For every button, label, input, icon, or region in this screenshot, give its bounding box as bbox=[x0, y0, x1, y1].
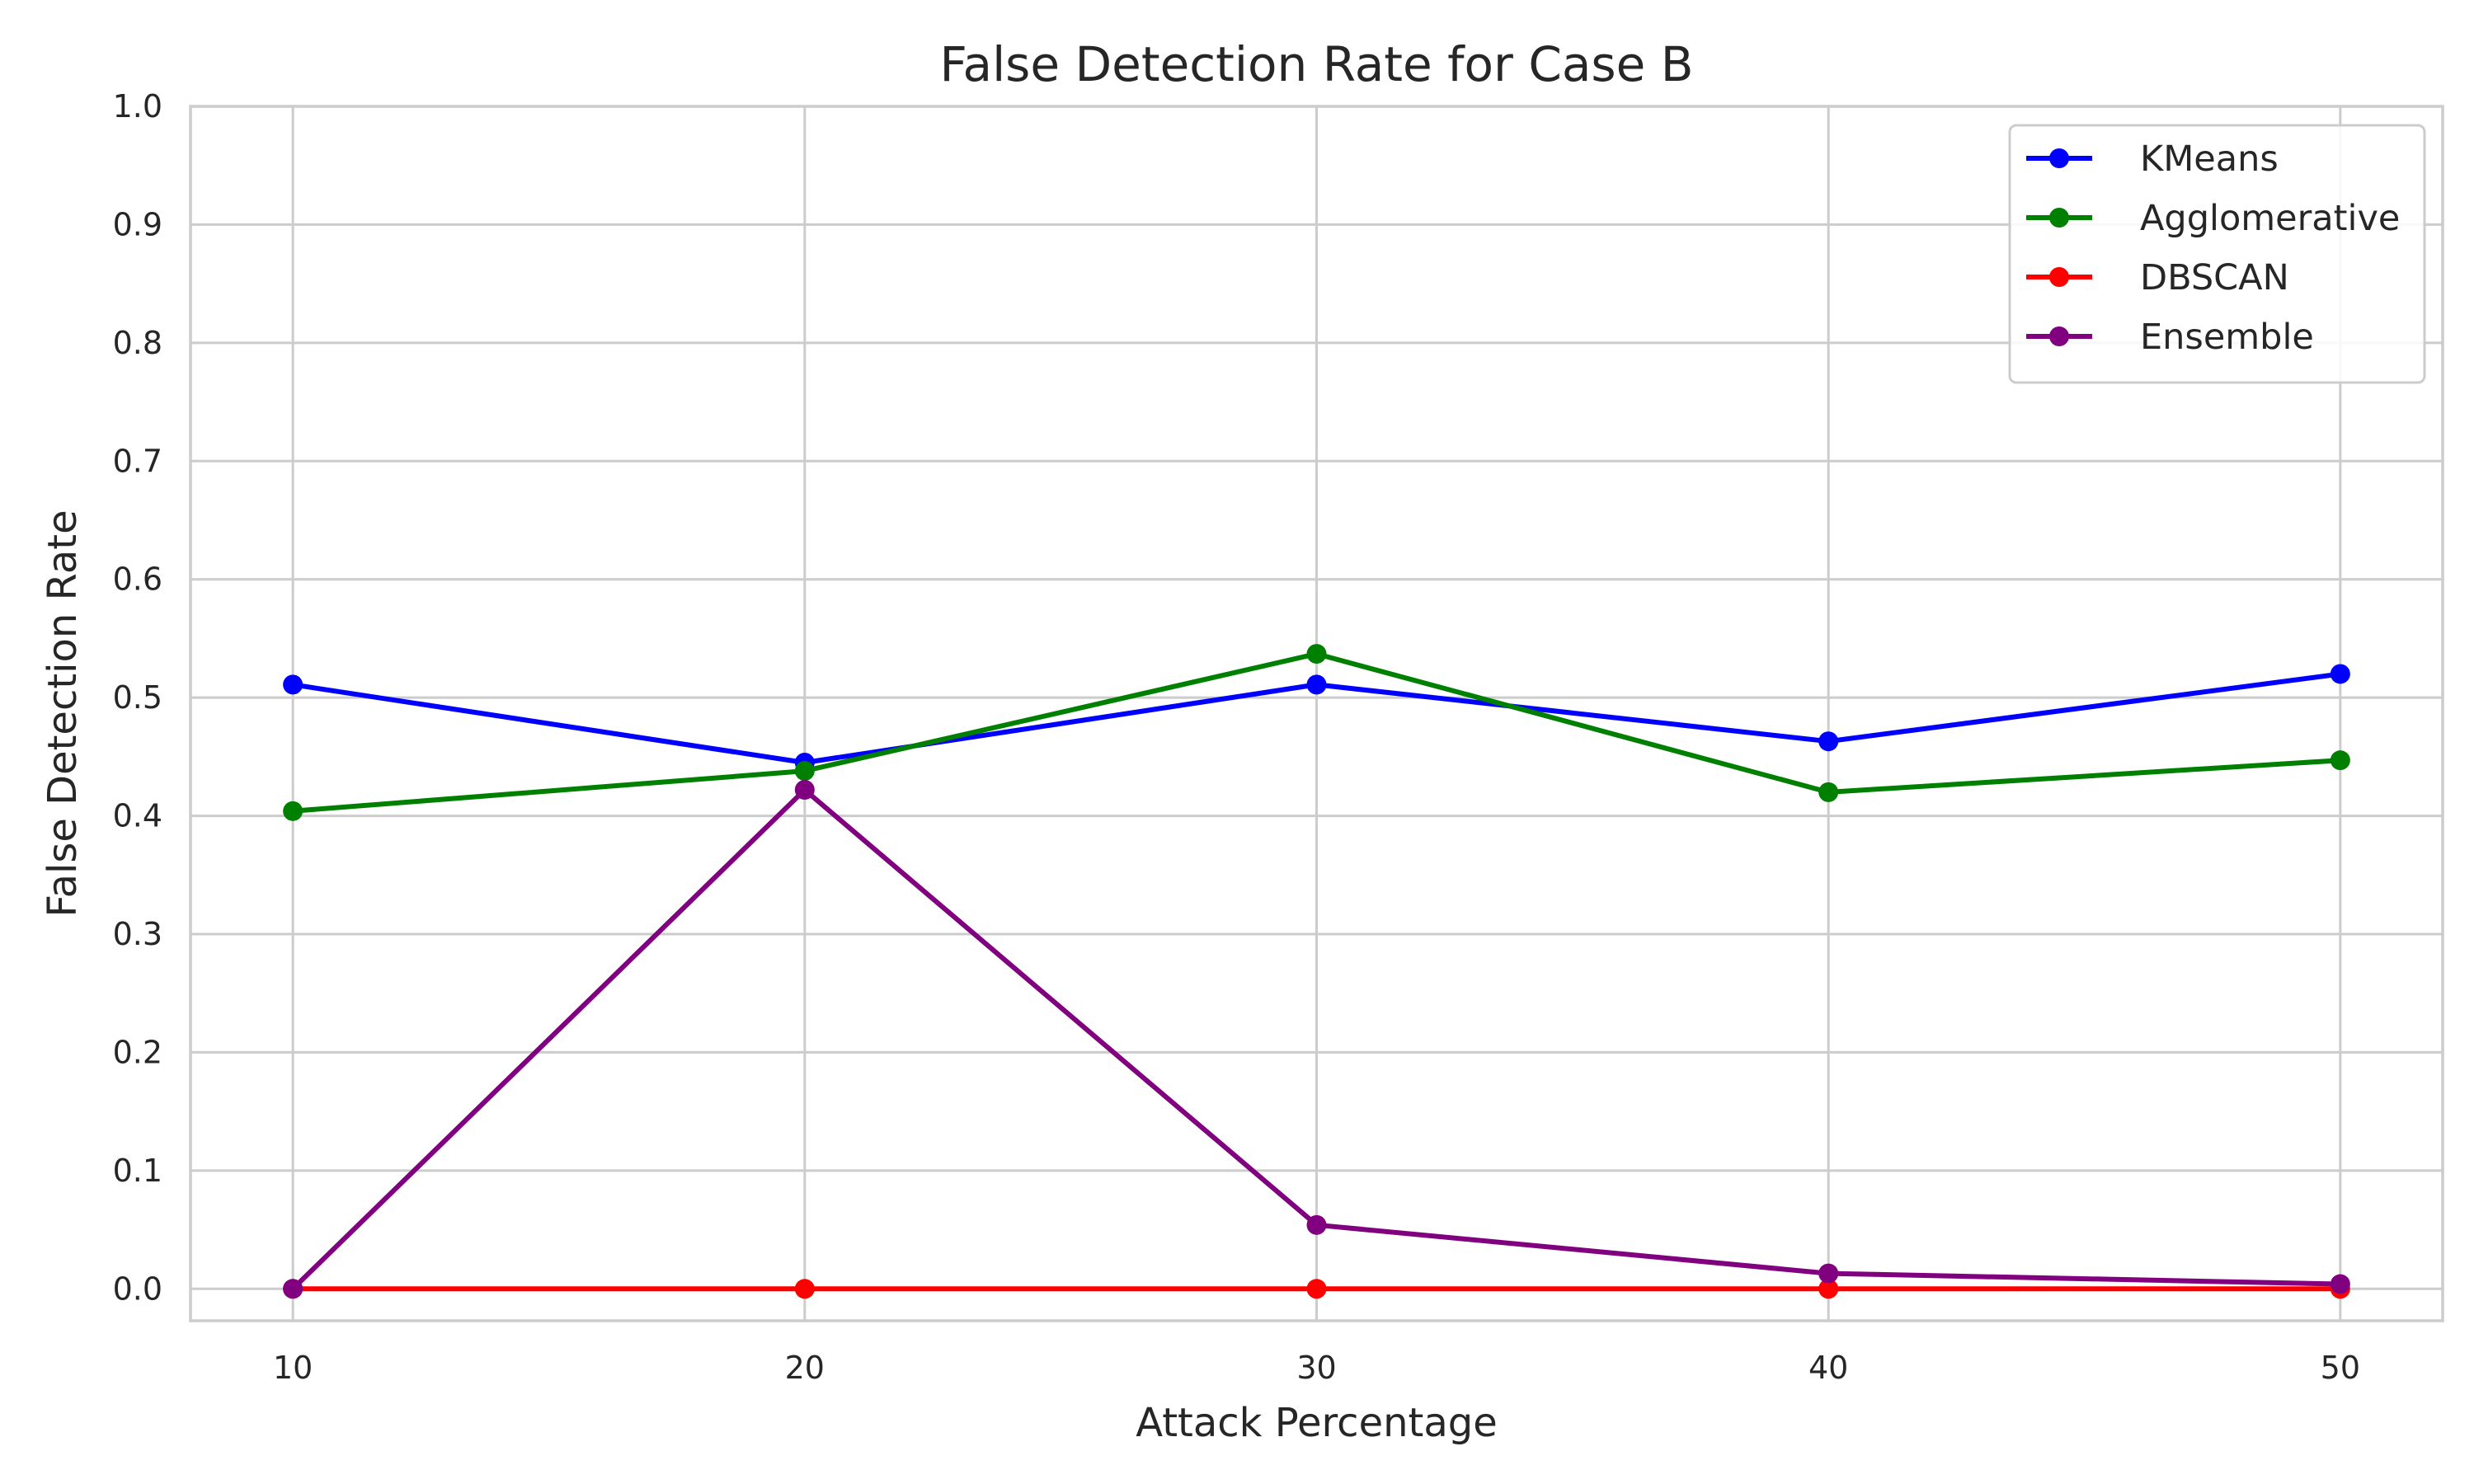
data-point bbox=[1818, 782, 1839, 802]
series-layer bbox=[283, 644, 2350, 1299]
legend-swatch-marker bbox=[2049, 208, 2069, 228]
tick-labels: 0.0 0.1 0.2 0.3 0.4 0.5 0.6 0.7 0.8 0.9 1.0 10 20 30 4… bbox=[113, 88, 2360, 1386]
data-point bbox=[1818, 731, 1839, 752]
data-point bbox=[2330, 1274, 2350, 1294]
legend: KMeans Agglomerative DBSCAN Ensemble bbox=[2008, 124, 2426, 384]
x-tick-label: 40 bbox=[1808, 1350, 1848, 1386]
data-point bbox=[1306, 1279, 1327, 1299]
legend-label: Agglomerative bbox=[2140, 198, 2400, 239]
legend-label: DBSCAN bbox=[2140, 257, 2289, 298]
data-point bbox=[794, 780, 815, 801]
x-tick-label: 10 bbox=[273, 1350, 313, 1386]
legend-swatch-marker bbox=[2049, 148, 2069, 168]
y-tick-label: 0.2 bbox=[113, 1034, 162, 1070]
data-point bbox=[794, 1279, 815, 1299]
legend-item: KMeans bbox=[2026, 139, 2279, 180]
y-tick-label: 0.1 bbox=[113, 1153, 162, 1189]
data-point bbox=[1818, 1263, 1839, 1284]
y-tick-label: 0.6 bbox=[113, 561, 162, 598]
y-tick-label: 0.7 bbox=[113, 443, 162, 479]
data-point bbox=[1306, 644, 1327, 665]
legend-swatch-marker bbox=[2049, 326, 2069, 346]
y-tick-label: 0.0 bbox=[113, 1270, 162, 1307]
x-tick-label: 30 bbox=[1296, 1350, 1336, 1386]
x-tick-label: 20 bbox=[785, 1350, 825, 1386]
data-point bbox=[794, 761, 815, 782]
plot-frame bbox=[189, 105, 2444, 1322]
y-tick-label: 0.3 bbox=[113, 916, 162, 952]
chart-title: False Detection Rate for Case B bbox=[939, 36, 1693, 92]
x-tick-label: 50 bbox=[2321, 1350, 2360, 1386]
legend-label: KMeans bbox=[2140, 139, 2279, 180]
legend-item: DBSCAN bbox=[2026, 257, 2289, 298]
data-point bbox=[2330, 664, 2350, 684]
legend-label: Ensemble bbox=[2140, 317, 2314, 358]
data-point bbox=[283, 674, 303, 695]
y-tick-label: 0.9 bbox=[113, 206, 162, 242]
y-tick-label: 0.5 bbox=[113, 679, 162, 716]
legend-item: Ensemble bbox=[2026, 317, 2314, 358]
y-tick-label: 0.8 bbox=[113, 325, 162, 361]
series-agglomerative bbox=[283, 644, 2350, 821]
data-point bbox=[1306, 674, 1327, 695]
y-axis-label: False Detection Rate bbox=[40, 510, 86, 917]
series-ensemble bbox=[283, 780, 2350, 1299]
data-point bbox=[2330, 750, 2350, 771]
data-point bbox=[1306, 1214, 1327, 1235]
legend-item: Agglomerative bbox=[2026, 198, 2400, 239]
legend-box bbox=[2008, 124, 2426, 384]
x-axis-label: Attack Percentage bbox=[1136, 1400, 1498, 1446]
y-tick-label: 1.0 bbox=[113, 88, 162, 124]
data-point bbox=[1818, 1279, 1839, 1299]
data-point bbox=[283, 801, 303, 821]
y-tick-label: 0.4 bbox=[113, 798, 162, 834]
legend-swatch-marker bbox=[2049, 267, 2069, 287]
data-point bbox=[283, 1279, 303, 1299]
